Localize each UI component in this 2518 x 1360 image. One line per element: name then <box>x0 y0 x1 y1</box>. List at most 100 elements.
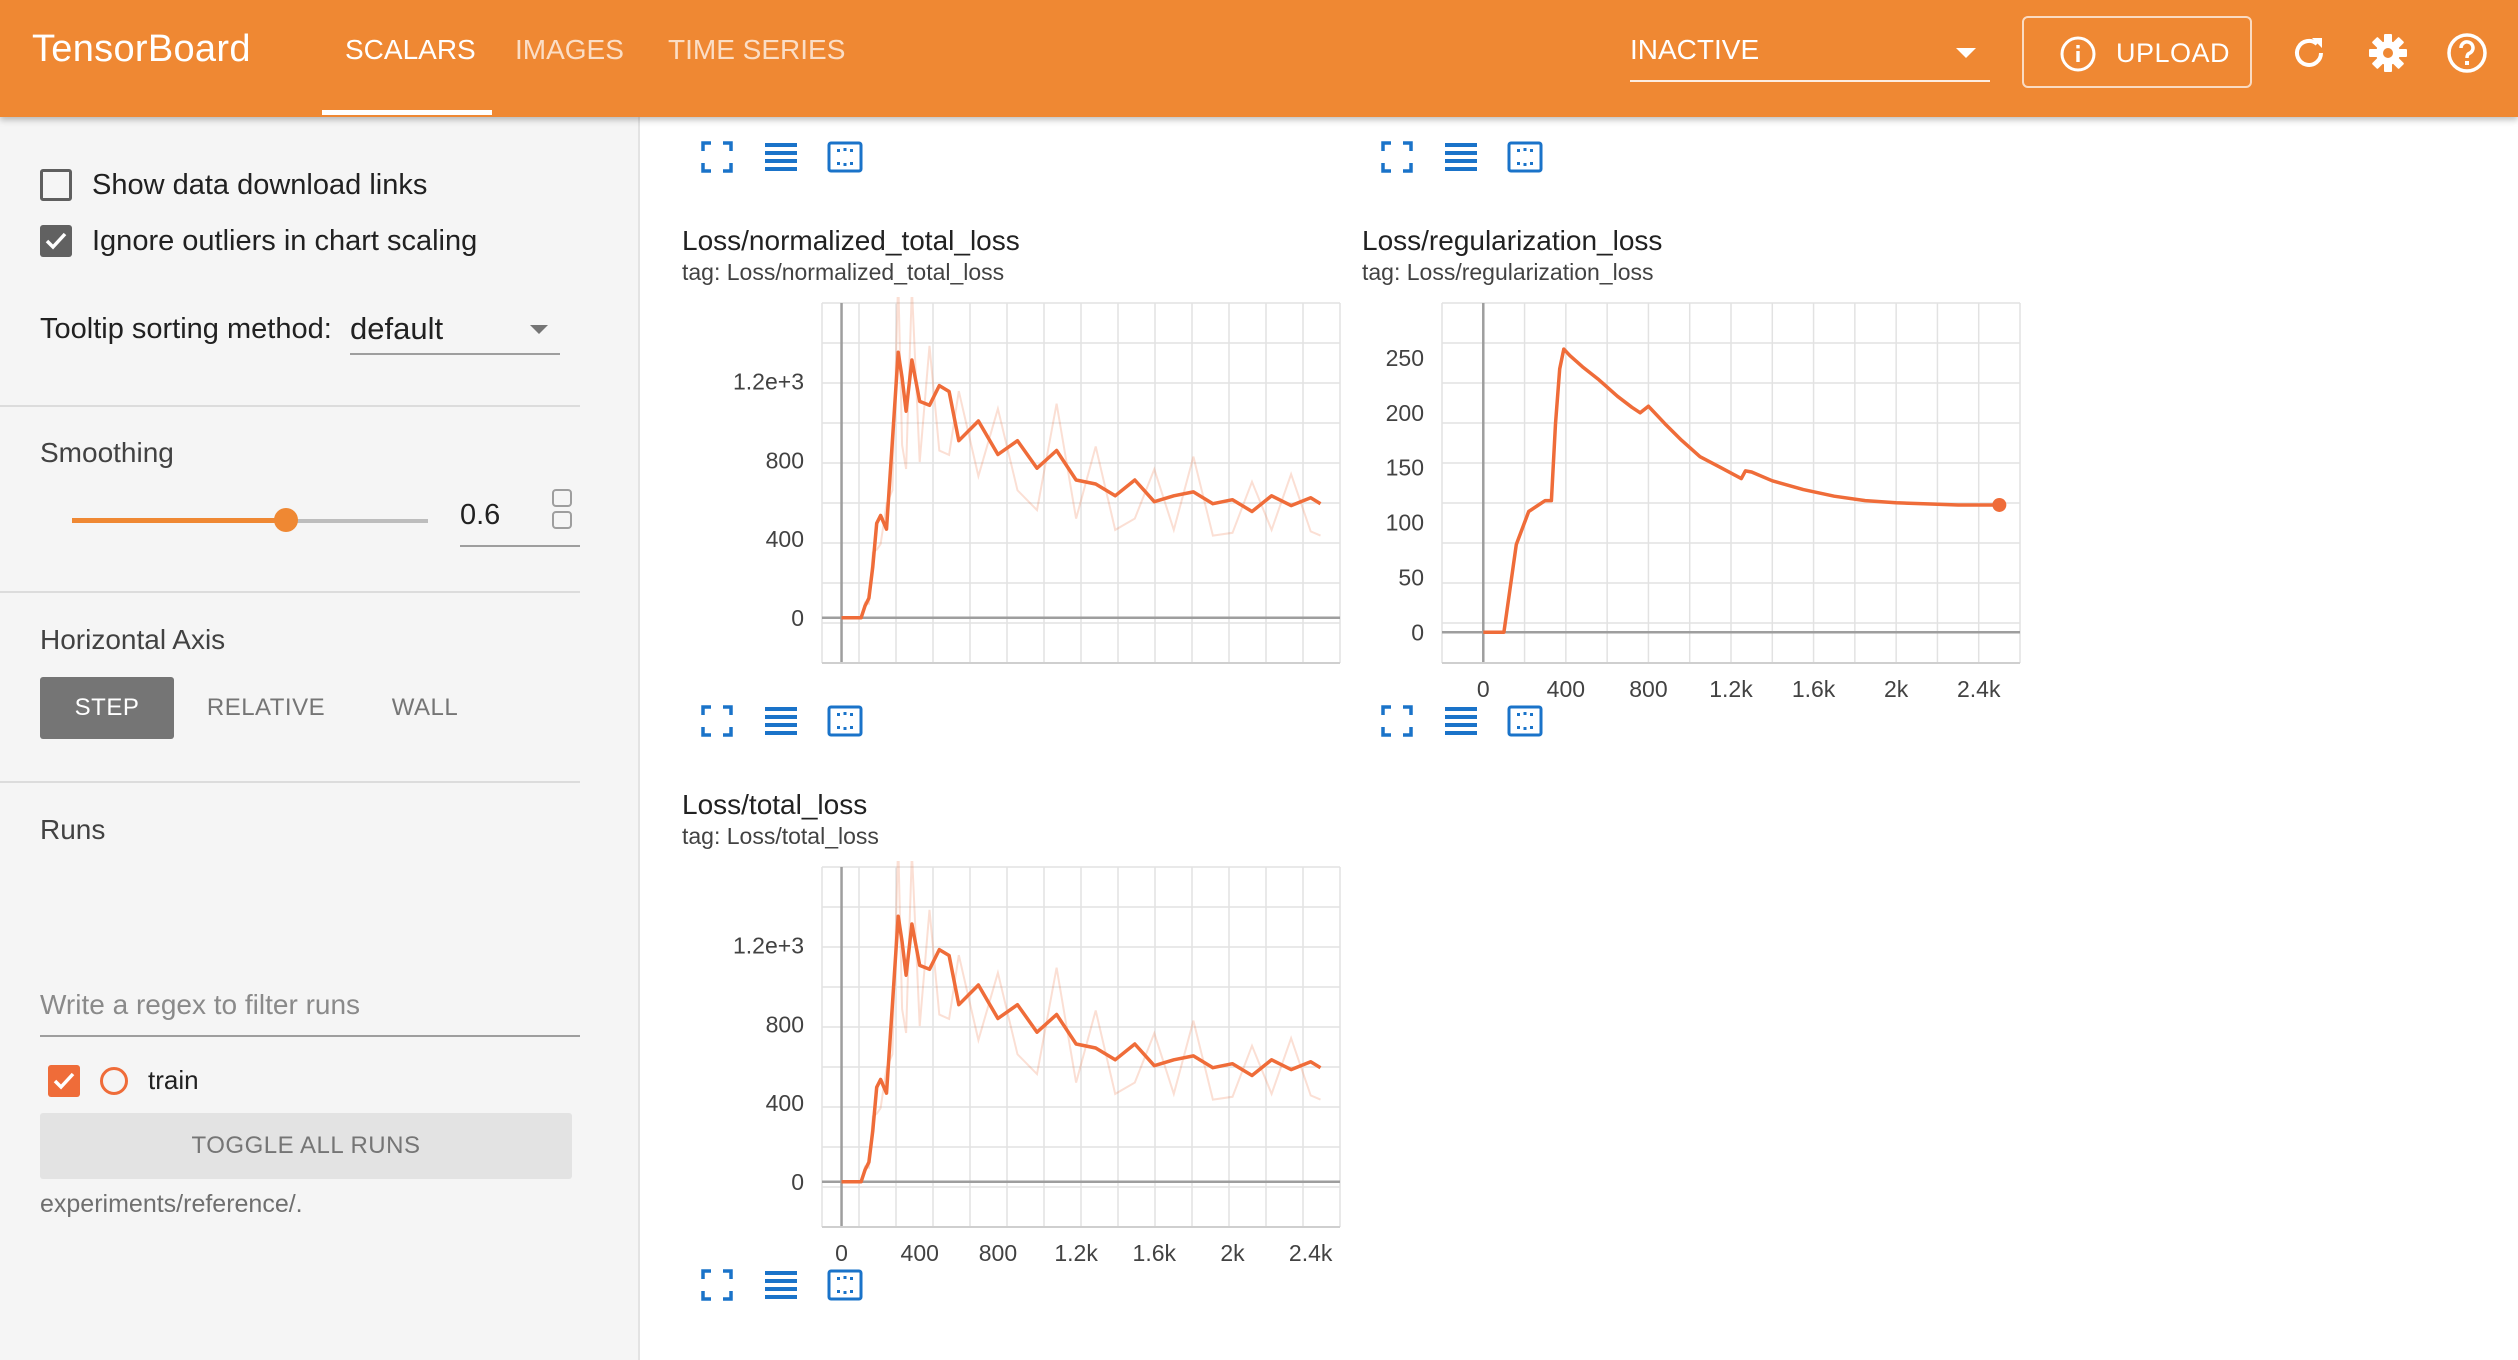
upload-label: UPLOAD <box>2116 38 2231 68</box>
x-tick-label: 0 <box>1477 676 1490 697</box>
x-tick-label: 1.2k <box>1709 676 1753 697</box>
x-tick-label: 2.4k <box>1289 1240 1333 1261</box>
axis-step-button[interactable]: STEP <box>40 677 174 739</box>
fullscreen-icon[interactable] <box>1377 137 1417 177</box>
top-app-bar: TensorBoard SCALARS IMAGES TIME SERIES I… <box>0 0 2518 117</box>
run-status-value: INACTIVE <box>1630 34 1760 65</box>
toggle-log-scale-icon[interactable] <box>1441 701 1481 741</box>
checkmark-icon <box>53 1072 75 1090</box>
chart-grid <box>821 302 1341 664</box>
chart-title: Loss/regularization_loss <box>1362 225 1663 256</box>
toggle-log-scale-icon[interactable] <box>761 1265 801 1305</box>
y-tick-label: 1.2e+3 <box>733 369 804 395</box>
y-tick-label: 100 <box>1386 510 1424 536</box>
raw-series-line <box>841 297 1321 619</box>
y-tick-label: 200 <box>1386 400 1424 426</box>
axis-relative-button[interactable]: RELATIVE <box>206 694 326 721</box>
fullscreen-icon[interactable] <box>697 1265 737 1305</box>
series-line <box>1483 347 2000 635</box>
y-tick-label: 0 <box>791 1169 804 1195</box>
toggle-log-scale-icon[interactable] <box>761 701 801 741</box>
chart-card-total-loss: Loss/total_loss tag: Loss/total_loss 0 40… <box>682 701 1362 1261</box>
tooltip-sorting-value: default <box>350 311 444 346</box>
x-tick-label: 2.4k <box>1957 676 2001 697</box>
smoothing-value: 0.6 <box>460 499 501 531</box>
run-filter-placeholder: Write a regex to filter runs <box>40 989 361 1020</box>
fit-domain-icon[interactable] <box>825 701 865 741</box>
x-tick-label: 1.2k <box>1054 1240 1098 1261</box>
help-icon[interactable] <box>2444 30 2490 76</box>
toggle-all-runs-button[interactable]: TOGGLE ALL RUNS <box>40 1113 572 1179</box>
run-train-label: train <box>148 1065 199 1095</box>
refresh-icon[interactable] <box>2286 30 2332 76</box>
ignore-outliers-label: Ignore outliers in chart scaling <box>92 225 478 257</box>
fullscreen-icon[interactable] <box>697 701 737 741</box>
y-tick-label: 400 <box>766 526 804 552</box>
fit-domain-icon[interactable] <box>825 1265 865 1305</box>
chevron-down-icon <box>1956 48 1976 58</box>
brand-title: TensorBoard <box>32 28 251 70</box>
raw-series-line <box>841 861 1321 1183</box>
chart-tag: tag: Loss/total_loss <box>682 823 879 849</box>
chart-grid <box>1441 302 2021 664</box>
fit-domain-icon[interactable] <box>1505 137 1545 177</box>
chart-tag: tag: Loss/regularization_loss <box>1362 259 1654 285</box>
tab-images[interactable]: IMAGES <box>515 34 624 65</box>
stepper-down-icon[interactable] <box>552 511 572 529</box>
fit-domain-icon[interactable] <box>825 137 865 177</box>
fit-domain-icon[interactable] <box>1505 701 1545 741</box>
divider <box>0 781 580 783</box>
smoothing-slider-thumb[interactable] <box>274 508 298 532</box>
divider <box>0 405 580 407</box>
smoothing-input[interactable]: 0.6 <box>460 489 580 547</box>
y-tick-label: 400 <box>766 1090 804 1116</box>
y-tick-label: 1.2e+3 <box>733 933 804 959</box>
chevron-down-icon <box>530 325 548 334</box>
run-status-select[interactable]: INACTIVE <box>1630 22 1990 82</box>
fullscreen-icon[interactable] <box>697 137 737 177</box>
checkmark-icon <box>45 232 67 250</box>
chart-normalized-total-loss[interactable]: 0 400 800 1.2e+3 <box>682 297 1362 697</box>
y-tick-label: 150 <box>1386 455 1424 481</box>
upload-button[interactable]: UPLOAD <box>2022 16 2252 88</box>
run-filter-input[interactable]: Write a regex to filter runs <box>40 979 580 1037</box>
chart-title: Loss/normalized_total_loss <box>682 225 1020 256</box>
toggle-log-scale-icon[interactable] <box>1441 137 1481 177</box>
chart-card-normalized-total-loss: Loss/normalized_total_loss tag: Loss/nor… <box>682 137 1362 697</box>
tab-time-series[interactable]: TIME SERIES <box>668 34 846 65</box>
x-tick-label: 1.6k <box>1792 676 1836 697</box>
smoothing-slider-fill <box>72 518 286 523</box>
fullscreen-icon[interactable] <box>1377 701 1417 741</box>
series-line <box>841 350 1322 620</box>
active-tab-indicator <box>322 110 492 115</box>
stepper-up-icon[interactable] <box>552 489 572 507</box>
run-train-checkbox[interactable] <box>48 1065 80 1097</box>
axis-wall-button[interactable]: WALL <box>391 694 459 721</box>
smoothing-label: Smoothing <box>40 437 174 468</box>
chart-card-regularization-loss: Loss/regularization_loss tag: Loss/regul… <box>1362 137 2042 697</box>
ignore-outliers-checkbox[interactable] <box>40 225 72 257</box>
y-tick-label: 0 <box>1411 619 1424 645</box>
show-download-links-label: Show data download links <box>92 169 428 201</box>
x-tick-label: 0 <box>835 1240 848 1261</box>
settings-gear-icon[interactable] <box>2365 30 2411 76</box>
run-train-color-radio[interactable] <box>100 1067 128 1095</box>
x-tick-label: 800 <box>1629 676 1667 697</box>
tooltip-sorting-select[interactable]: default <box>350 307 560 355</box>
x-tick-label: 400 <box>901 1240 939 1261</box>
tab-scalars[interactable]: SCALARS <box>345 34 476 65</box>
series-end-point <box>1992 497 2007 512</box>
y-tick-label: 50 <box>1398 564 1424 590</box>
horizontal-axis-label: Horizontal Axis <box>40 624 226 655</box>
show-download-links-checkbox[interactable] <box>40 169 72 201</box>
tooltip-sorting-label: Tooltip sorting method: <box>40 313 332 345</box>
toggle-log-scale-icon[interactable] <box>761 137 801 177</box>
chart-total-loss[interactable]: 0 400 800 1.2e+3 0 400 800 1.2k 1.6k 2k 2.4k <box>682 861 1362 1261</box>
sidebar: Show data download links Ignore outliers… <box>0 117 640 1360</box>
divider <box>0 591 580 593</box>
chart-regularization-loss[interactable]: 0 50 100 150 200 250 0 400 800 1.2k 1.6k 2k 2.4k <box>1362 297 2042 697</box>
chart-title: Loss/total_loss <box>682 789 868 820</box>
y-tick-label: 800 <box>766 1011 804 1037</box>
x-tick-label: 2k <box>1884 676 1909 697</box>
y-tick-label: 0 <box>791 605 804 631</box>
